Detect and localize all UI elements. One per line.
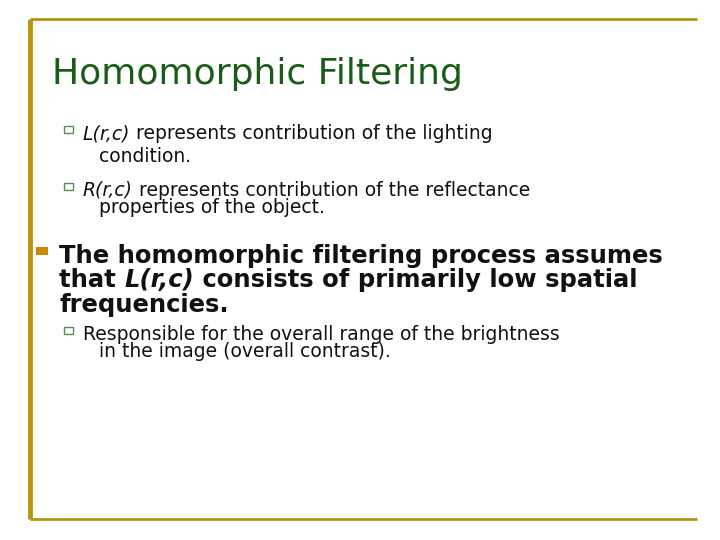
Text: represents contribution of the reflectance: represents contribution of the reflectan…: [132, 181, 530, 200]
Text: L(r,c): L(r,c): [125, 268, 194, 292]
Bar: [64, 183, 73, 190]
Text: that: that: [59, 268, 125, 292]
Text: Homomorphic Filtering: Homomorphic Filtering: [52, 57, 463, 91]
Bar: [64, 126, 73, 133]
Text: represents contribution of the lighting: represents contribution of the lighting: [130, 124, 493, 143]
Text: L(r,c): L(r,c): [83, 124, 130, 143]
Bar: [64, 327, 73, 334]
Text: in the image (overall contrast).: in the image (overall contrast).: [99, 342, 391, 361]
Bar: [36, 247, 48, 255]
Text: R(r,c): R(r,c): [83, 181, 132, 200]
Text: The homomorphic filtering process assumes: The homomorphic filtering process assume…: [59, 244, 663, 268]
Text: condition.: condition.: [99, 147, 192, 166]
Text: Responsible for the overall range of the brightness: Responsible for the overall range of the…: [83, 325, 559, 344]
Text: consists of primarily low spatial: consists of primarily low spatial: [194, 268, 637, 292]
Text: frequencies.: frequencies.: [59, 293, 229, 316]
Text: properties of the object.: properties of the object.: [99, 198, 325, 217]
